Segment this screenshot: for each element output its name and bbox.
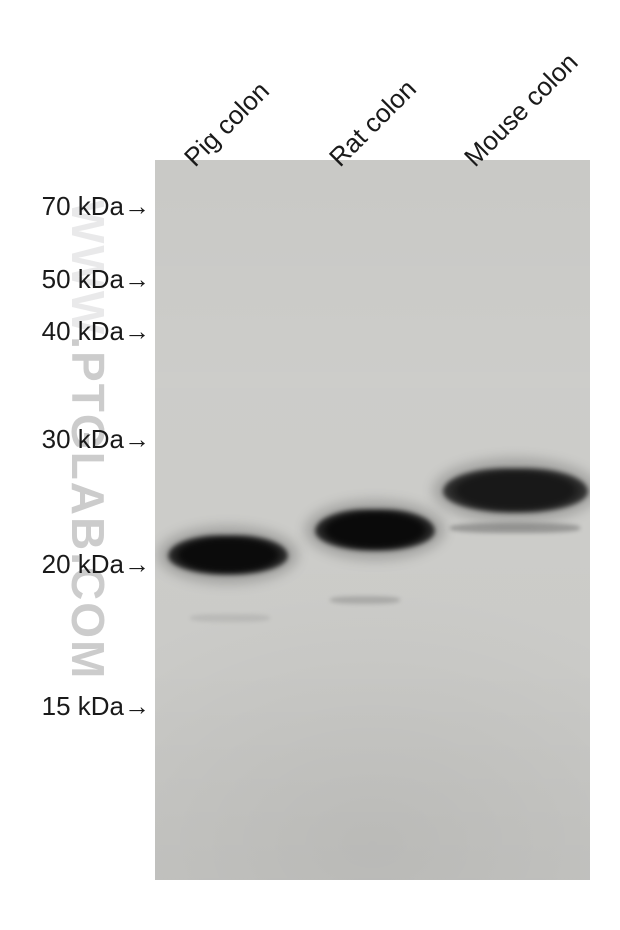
lane-label: Pig colon	[178, 75, 276, 173]
western-blot-membrane	[155, 160, 590, 880]
protein-band	[168, 535, 288, 575]
mw-marker: 70 kDa→	[42, 191, 150, 222]
mw-marker: 15 kDa→	[42, 691, 150, 722]
protein-band	[443, 468, 588, 513]
faint-band	[330, 596, 400, 604]
mw-marker: 20 kDa→	[42, 549, 150, 580]
mw-marker: 40 kDa→	[42, 316, 150, 347]
mw-marker: 30 kDa→	[42, 424, 150, 455]
faint-band	[190, 614, 270, 622]
mw-marker: 50 kDa→	[42, 264, 150, 295]
lane-label: Rat colon	[323, 73, 423, 173]
figure-container: WWW.PTGLAB.COM Pig colonRat colonMouse c…	[0, 0, 620, 930]
faint-band	[450, 523, 580, 533]
protein-band	[315, 509, 435, 551]
lane-label: Mouse colon	[458, 47, 584, 173]
